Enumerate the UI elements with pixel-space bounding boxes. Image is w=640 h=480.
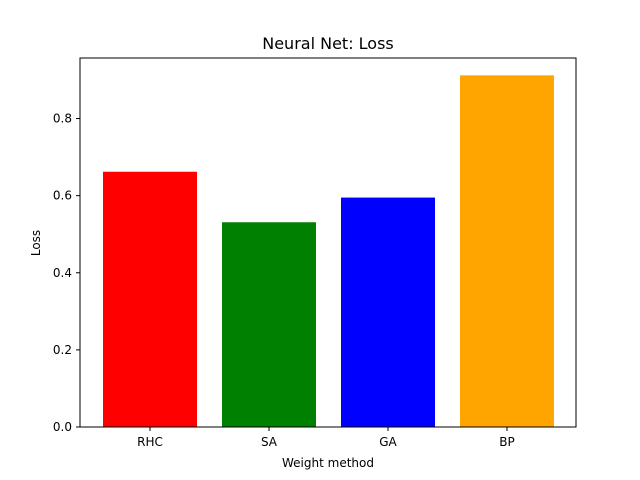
bars-group (103, 75, 554, 427)
y-tick-label: 0.0 (53, 420, 72, 434)
x-tick-label: RHC (137, 435, 163, 449)
bar-rhc (103, 171, 197, 427)
x-tick-label: GA (379, 435, 397, 449)
bar-ga (341, 197, 435, 427)
y-axis-ticks: 0.0 0.2 0.4 0.6 0.8 (53, 112, 80, 434)
y-tick-label: 0.6 (53, 189, 72, 203)
x-axis-ticks: RHC SA GA BP (137, 427, 515, 449)
x-tick-label: SA (261, 435, 278, 449)
bar-bp (460, 75, 554, 427)
y-tick-label: 0.2 (53, 343, 72, 357)
y-tick-label: 0.4 (53, 266, 72, 280)
chart-title: Neural Net: Loss (262, 34, 394, 53)
x-axis-label: Weight method (282, 456, 374, 470)
plot-frame (79, 57, 577, 428)
bar-sa (222, 222, 316, 427)
y-axis-label: Loss (29, 230, 43, 256)
x-tick-label: BP (499, 435, 514, 449)
y-tick-label: 0.8 (53, 112, 72, 126)
